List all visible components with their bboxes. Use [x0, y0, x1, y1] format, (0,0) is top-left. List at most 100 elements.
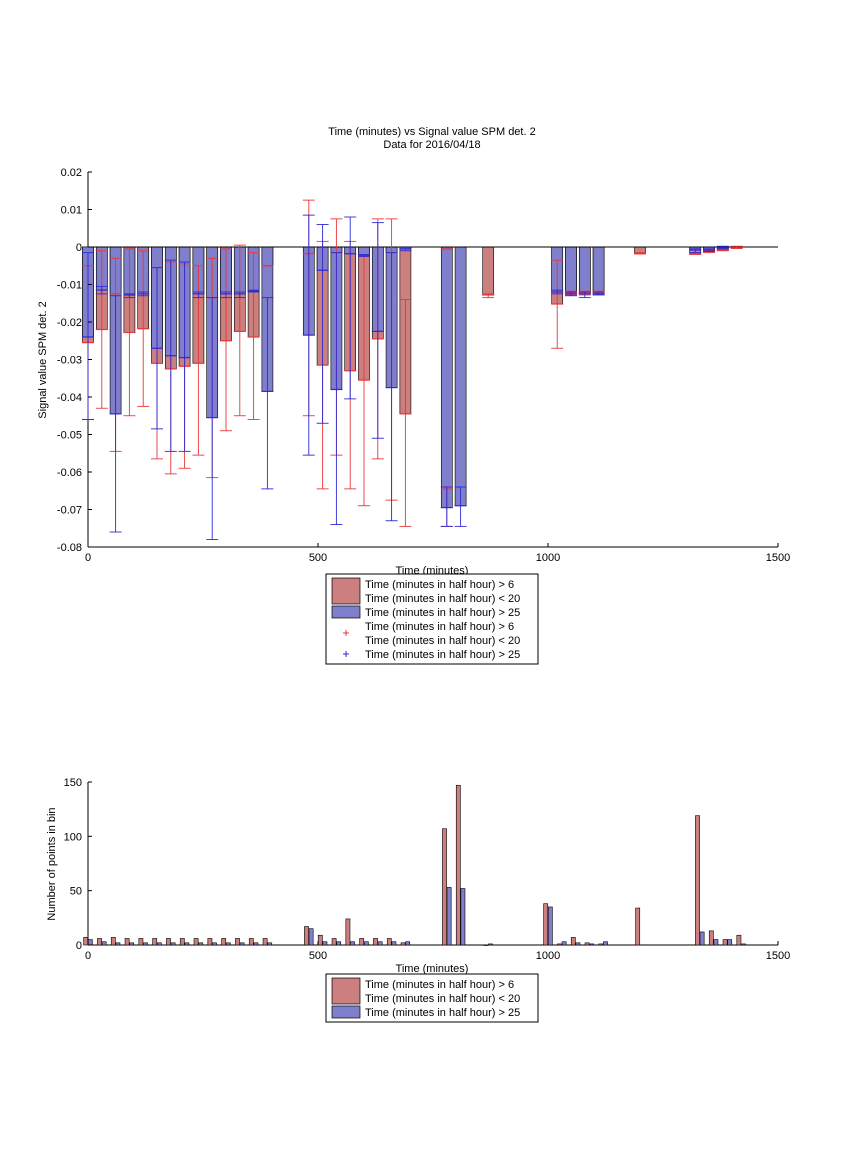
bar — [592, 246, 605, 295]
y-tick-label: -0.02 — [57, 317, 82, 329]
y-tick-label: 50 — [70, 886, 82, 898]
y-tick-label: 100 — [64, 831, 82, 843]
bar — [152, 938, 158, 946]
legend-label: Time (minutes in half hour) > 6 — [365, 621, 514, 633]
x-tick-label: 1000 — [536, 950, 560, 962]
y-tick-label: 0 — [76, 242, 82, 254]
y-axis-label: Number of points in bin — [46, 807, 58, 920]
x-tick-label: 1500 — [766, 552, 790, 564]
bar — [345, 918, 351, 946]
bar — [708, 930, 714, 946]
bar — [460, 888, 466, 946]
bar — [603, 941, 608, 946]
y-tick-label: 0 — [76, 940, 82, 952]
x-axis-label: Time (minutes) — [396, 963, 469, 975]
bar — [207, 938, 213, 946]
bar — [695, 815, 700, 946]
bar — [722, 939, 728, 946]
bar — [322, 941, 328, 946]
bar — [741, 943, 746, 946]
x-tick-label: 0 — [85, 552, 91, 564]
bar — [262, 938, 268, 946]
bar — [358, 246, 370, 256]
bar — [193, 938, 199, 946]
legend-label: Time (minutes in half hour) > 6 — [365, 979, 514, 991]
bar — [405, 941, 411, 946]
x-tick-label: 500 — [309, 950, 327, 962]
bar — [547, 906, 553, 946]
bar — [156, 942, 162, 946]
legend-label: Time (minutes in half hour) > 25 — [365, 607, 520, 619]
bar — [184, 942, 190, 946]
count-chart: Time (minutes) Number of points in bin 0… — [46, 777, 790, 1023]
bar — [225, 942, 231, 946]
legend-swatch — [331, 977, 361, 1005]
bar — [635, 907, 641, 946]
y-tick-label: -0.06 — [57, 467, 82, 479]
bar — [561, 941, 567, 946]
chart-subtitle: Data for 2016/04/18 — [383, 139, 480, 151]
bar — [454, 246, 467, 507]
y-tick-label: -0.01 — [57, 280, 82, 292]
legend-label: Time (minutes in half hour) > 25 — [365, 649, 520, 661]
bar — [373, 938, 378, 946]
y-tick-label: -0.04 — [57, 392, 82, 404]
legend-label: Time (minutes in half hour) < 20 — [365, 635, 520, 647]
bar — [589, 943, 595, 946]
bar — [482, 246, 495, 296]
x-tick-label: 1000 — [536, 552, 560, 564]
chart-title: Time (minutes) vs Signal value SPM det. … — [328, 126, 535, 138]
bar — [736, 934, 742, 946]
y-tick-label: 0.02 — [61, 167, 82, 179]
bar — [440, 246, 453, 508]
x-tick-label: 1500 — [766, 950, 790, 962]
legend-box — [325, 973, 539, 1023]
bar — [363, 941, 369, 946]
legend-box — [325, 573, 539, 665]
bar — [578, 246, 591, 295]
y-tick-label: 150 — [64, 777, 82, 789]
bar — [248, 938, 254, 946]
bar — [570, 937, 576, 946]
bar — [575, 942, 581, 946]
bar — [699, 931, 705, 946]
y-tick-label: -0.05 — [57, 430, 82, 442]
bar — [87, 939, 93, 946]
legend-swatch — [331, 605, 361, 619]
bar — [713, 939, 719, 946]
bar — [198, 942, 204, 946]
y-tick-label: -0.07 — [57, 505, 82, 517]
bar — [267, 942, 273, 946]
bar — [400, 942, 406, 946]
bar — [124, 938, 130, 946]
y-tick-label: -0.08 — [57, 542, 82, 554]
bar — [543, 903, 549, 946]
legend-swatch — [331, 1005, 361, 1019]
bar — [143, 942, 148, 946]
bar — [97, 938, 102, 946]
bar — [166, 938, 171, 946]
legend-swatch — [331, 577, 361, 605]
bar — [179, 938, 185, 946]
legend-label: Time (minutes in half hour) < 20 — [365, 993, 520, 1005]
bar — [565, 246, 577, 295]
legend-label: Time (minutes in half hour) < 20 — [365, 593, 520, 605]
bar — [235, 938, 240, 946]
x-tick-label: 500 — [309, 552, 327, 564]
legend-label: Time (minutes in half hour) > 25 — [365, 1007, 520, 1019]
x-tick-label: 0 — [85, 950, 91, 962]
bar — [253, 942, 259, 946]
bar — [101, 941, 107, 946]
bar — [83, 937, 89, 946]
bar — [170, 942, 176, 946]
bar — [557, 943, 562, 946]
bar — [138, 938, 144, 946]
bar — [221, 938, 227, 946]
y-axis-label: Signal value SPM det. 2 — [37, 301, 49, 418]
bar — [391, 941, 397, 946]
bar — [598, 943, 604, 946]
bar — [359, 938, 365, 946]
bar — [483, 944, 489, 946]
bar — [386, 938, 392, 946]
